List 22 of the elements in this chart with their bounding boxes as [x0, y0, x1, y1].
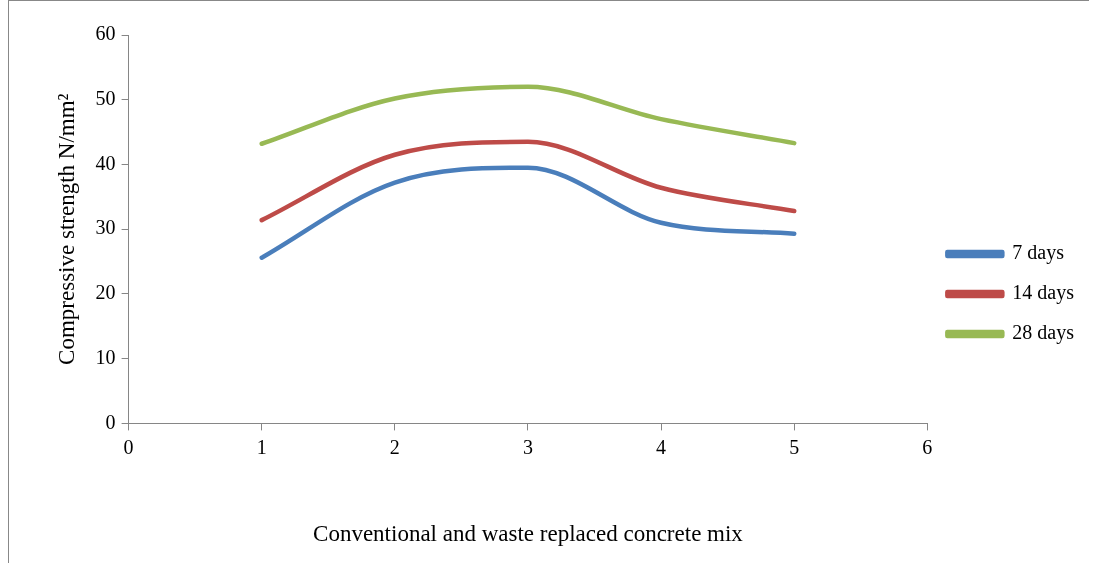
y-tick-label: 0: [105, 410, 116, 433]
y-tick-label: 30: [95, 216, 116, 239]
line-series: [259, 139, 797, 223]
x-axis-title: Conventional and waste replaced concrete mix: [313, 521, 744, 547]
y-tick-label: 20: [95, 281, 116, 304]
y-tick-label: 40: [95, 151, 116, 174]
legend-label: 28 days: [1012, 321, 1075, 345]
legend-label: 7 days: [1012, 241, 1065, 265]
x-tick-label: 3: [522, 435, 533, 458]
y-tick-label: 60: [95, 22, 116, 45]
x-tick-label: 0: [123, 435, 134, 458]
x-tick-label: 2: [389, 435, 400, 458]
x-tick-label: 6: [922, 435, 933, 458]
y-tick-label: 10: [95, 345, 116, 368]
x-tick-label: 5: [789, 435, 800, 458]
y-axis-title: Compressive strength N/mm²: [53, 93, 79, 365]
line-series: [259, 84, 797, 146]
legend-label: 14 days: [1012, 281, 1075, 305]
x-tick-label: 4: [656, 435, 667, 458]
line-series: [259, 165, 797, 260]
x-tick-label: 1: [256, 435, 267, 458]
y-tick-label: 50: [95, 86, 116, 109]
